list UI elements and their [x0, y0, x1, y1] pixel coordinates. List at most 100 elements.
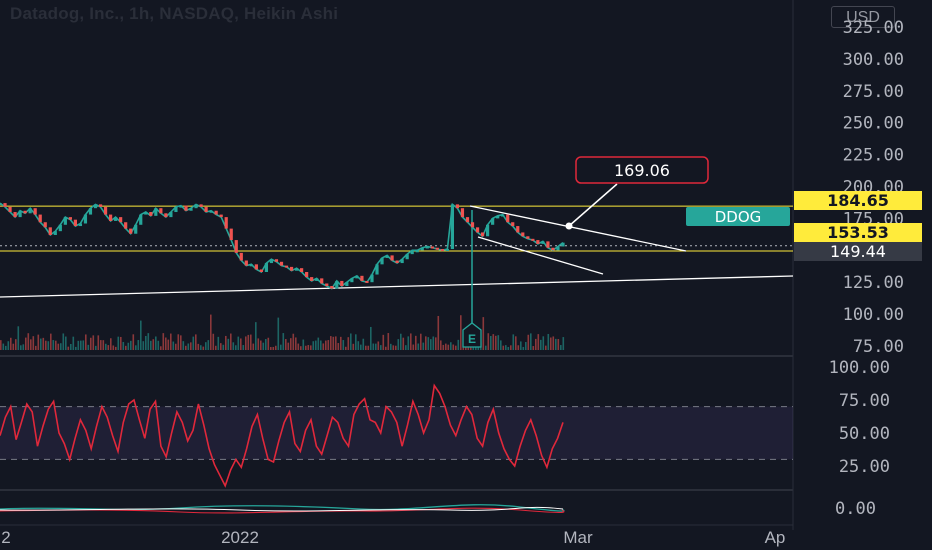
volume-bar	[72, 336, 75, 350]
price-candle	[430, 246, 434, 249]
volume-bar	[162, 333, 165, 350]
price-candle	[455, 204, 460, 209]
price-candle	[204, 206, 208, 213]
volume-bar	[275, 345, 277, 350]
volume-bar	[102, 340, 105, 350]
price-candle	[315, 278, 319, 281]
volume-bar	[395, 345, 397, 350]
wedge-lower-trendline[interactable]	[477, 236, 604, 275]
price-tick-label: 325.00	[843, 18, 904, 38]
price-candle	[224, 217, 228, 229]
long-trendline[interactable]	[0, 275, 794, 298]
price-candle	[58, 224, 62, 232]
volume-bar	[55, 340, 57, 350]
price-axis[interactable]: 325.00300.00275.00250.00225.00200.00175.…	[843, 18, 904, 357]
volume-bar	[142, 341, 145, 350]
volume-bar	[47, 341, 50, 350]
price-candle	[108, 214, 113, 221]
volume-bar	[322, 343, 325, 350]
volume-bar	[392, 345, 395, 350]
price-candle	[244, 260, 248, 266]
volume-bar	[40, 338, 42, 350]
last-price-label[interactable]	[794, 223, 922, 242]
volume-bar	[270, 346, 272, 350]
volume-bar	[22, 344, 25, 350]
volume-bar	[302, 339, 305, 350]
volume-bar	[450, 342, 452, 350]
price-candle	[410, 250, 414, 255]
price-candle	[73, 219, 78, 227]
price-candle	[119, 217, 123, 223]
volume-bar	[185, 345, 187, 350]
volume-bar	[290, 338, 292, 350]
volume-bar	[127, 342, 130, 350]
volume-bar	[155, 336, 157, 350]
volume-bar	[20, 345, 22, 350]
volume-bar	[242, 345, 245, 350]
price-candle	[294, 268, 299, 271]
price-candle	[440, 249, 444, 252]
volume-bar	[232, 342, 235, 350]
volume-bar	[280, 344, 282, 350]
price-candle	[425, 246, 429, 249]
price-tick-label: 300.00	[843, 50, 904, 70]
volume-bar	[165, 337, 167, 350]
callout-box[interactable]	[575, 156, 709, 184]
price-candle	[531, 238, 535, 241]
price-candle	[129, 228, 133, 234]
earnings-marker[interactable]: E	[462, 322, 482, 348]
upper-level-price-label[interactable]	[794, 191, 922, 210]
currency-button[interactable]: USD	[831, 6, 895, 28]
rsi-series-line[interactable]	[0, 383, 564, 488]
price-candle	[43, 222, 47, 228]
volume-bar	[330, 336, 332, 350]
symbol-label[interactable]	[686, 207, 790, 226]
volume-bar	[105, 343, 107, 350]
earnings-marker-label: E	[468, 332, 476, 346]
volume-bar	[45, 340, 47, 350]
volume-bar	[202, 346, 205, 350]
price-candle	[541, 241, 545, 244]
wedge-upper-trendline[interactable]	[469, 205, 687, 252]
volume-bar	[277, 317, 280, 350]
price-candle	[370, 274, 374, 283]
volume-bar	[500, 340, 502, 350]
price-candle	[390, 255, 394, 261]
volume-bar	[515, 336, 517, 350]
rsi-axis[interactable]: 100.00 75.00 50.00 25.00	[829, 358, 890, 477]
volume-bar	[505, 345, 507, 350]
volume-bar	[205, 342, 207, 350]
price-candle	[78, 223, 83, 227]
volume-bar	[385, 346, 387, 350]
price-candle	[254, 264, 258, 270]
volume-bar	[357, 341, 360, 350]
volume-bar	[67, 346, 70, 350]
volume-bar	[132, 334, 135, 350]
volume-bar	[557, 339, 560, 350]
price-candle	[159, 208, 163, 214]
price-candle	[365, 280, 369, 283]
oscillator-line-white	[0, 506, 564, 512]
price-candle	[485, 224, 490, 237]
price-candle	[546, 241, 550, 248]
volume-bar	[95, 345, 97, 350]
price-tick-label: 100.00	[843, 305, 904, 325]
price-candle	[284, 265, 289, 268]
volume-bar	[15, 339, 17, 350]
oscillator-axis[interactable]: 0.00	[835, 499, 876, 519]
price-candle	[435, 247, 439, 250]
volume-bar	[432, 336, 435, 350]
volume-bar	[297, 343, 300, 350]
price-candle	[521, 232, 525, 237]
lower-level-price-label[interactable]	[794, 242, 922, 261]
price-candle	[506, 214, 510, 223]
volume-bar	[172, 341, 175, 350]
time-axis-label: Ap	[765, 528, 786, 547]
volume-bar	[77, 340, 80, 350]
volume-bar	[307, 344, 310, 350]
volume-bar	[222, 344, 225, 350]
volume-bar	[360, 344, 362, 350]
price-candle	[8, 206, 12, 213]
callout-anchor[interactable]	[565, 222, 573, 230]
